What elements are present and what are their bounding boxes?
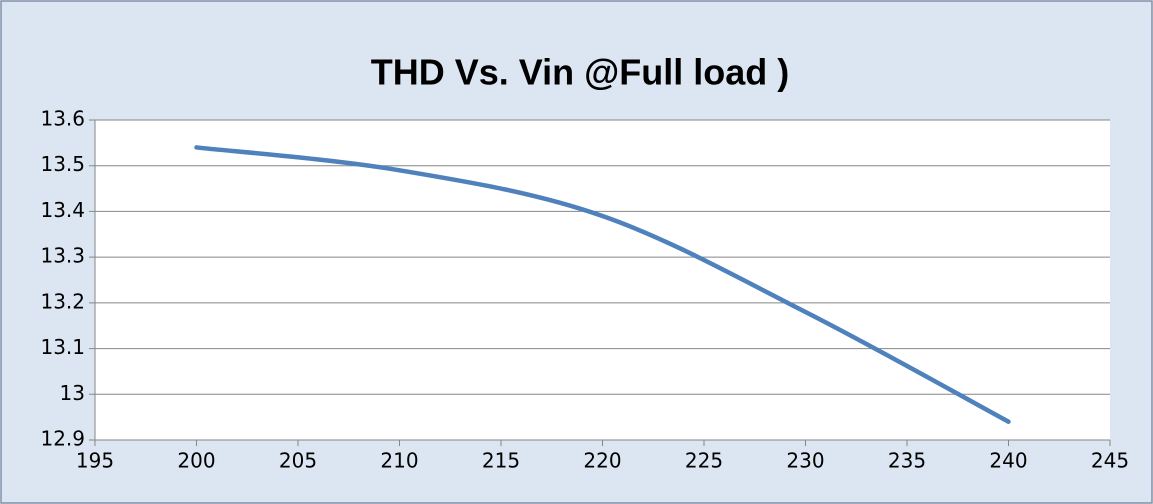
x-tick-label: 245 bbox=[1091, 449, 1129, 473]
x-tick-label: 195 bbox=[76, 449, 114, 473]
data-line bbox=[194, 145, 1011, 424]
y-tick-label: 13 bbox=[60, 381, 85, 405]
x-tick-label: 205 bbox=[279, 449, 317, 473]
y-tick-label: 13.3 bbox=[40, 244, 85, 268]
x-tick-label: 220 bbox=[583, 449, 621, 473]
x-tick-label: 210 bbox=[380, 449, 418, 473]
x-tick-label: 215 bbox=[482, 449, 520, 473]
chart-title: THD Vs. Vin @Full load ) bbox=[371, 52, 789, 93]
x-tick-label: 240 bbox=[989, 449, 1027, 473]
y-tick-label: 13.5 bbox=[40, 152, 85, 176]
y-tick-label: 13.6 bbox=[40, 107, 85, 131]
x-tick-label: 225 bbox=[685, 449, 723, 473]
y-tick-label: 13.4 bbox=[40, 198, 85, 222]
x-tick-label: 230 bbox=[786, 449, 824, 473]
y-tick-label: 12.9 bbox=[40, 427, 85, 451]
y-tick-label: 13.2 bbox=[40, 289, 85, 313]
x-tick-label: 200 bbox=[177, 449, 215, 473]
y-tick-label: 13.1 bbox=[40, 335, 85, 359]
x-tick-label: 235 bbox=[888, 449, 926, 473]
